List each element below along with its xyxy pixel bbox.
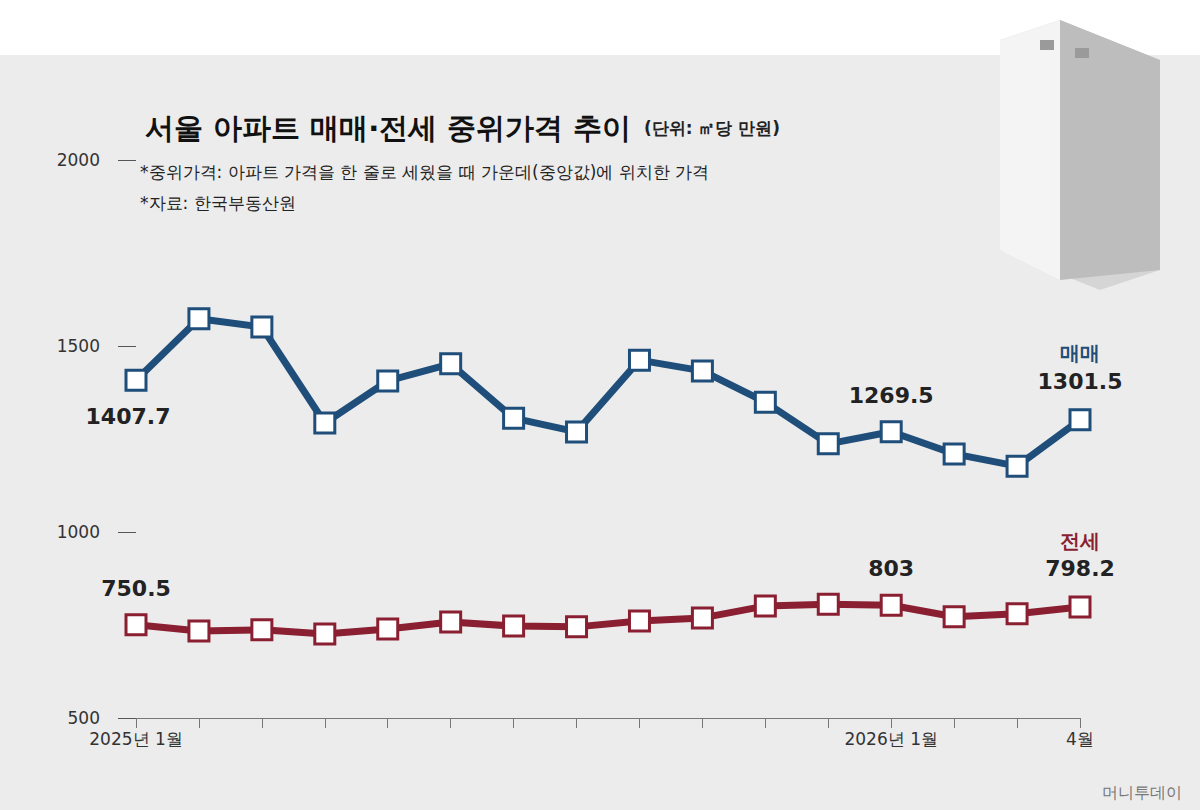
svg-text:1407.7: 1407.7 xyxy=(86,404,171,429)
svg-text:1000: 1000 xyxy=(57,522,100,542)
svg-text:1301.5: 1301.5 xyxy=(1038,369,1123,394)
svg-text:798.2: 798.2 xyxy=(1045,556,1115,581)
svg-text:2025년 1월: 2025년 1월 xyxy=(89,729,182,749)
svg-text:2000: 2000 xyxy=(57,150,100,170)
svg-text:2026년 1월: 2026년 1월 xyxy=(844,729,937,749)
svg-text:4월: 4월 xyxy=(1066,729,1094,749)
svg-text:전세: 전세 xyxy=(1060,529,1100,553)
svg-text:500: 500 xyxy=(68,708,100,728)
svg-text:매매: 매매 xyxy=(1060,341,1100,365)
svg-text:750.5: 750.5 xyxy=(101,576,171,601)
svg-text:머니투데이: 머니투데이 xyxy=(1102,783,1182,802)
svg-text:*중위가격: 아파트 가격을 한 줄로 세웠을 때 가운데(: *중위가격: 아파트 가격을 한 줄로 세웠을 때 가운데(중앙값)에 위치한 … xyxy=(140,162,709,182)
svg-text:1500: 1500 xyxy=(57,336,100,356)
svg-text:1269.5: 1269.5 xyxy=(849,383,934,408)
svg-text:(단위: ㎡당 만원): (단위: ㎡당 만원) xyxy=(644,118,780,138)
svg-text:803: 803 xyxy=(868,556,914,581)
svg-text:*자료: 한국부동산원: *자료: 한국부동산원 xyxy=(140,193,296,213)
svg-text:서울 아파트 매매·전세 중위가격 추이: 서울 아파트 매매·전세 중위가격 추이 xyxy=(145,111,631,145)
